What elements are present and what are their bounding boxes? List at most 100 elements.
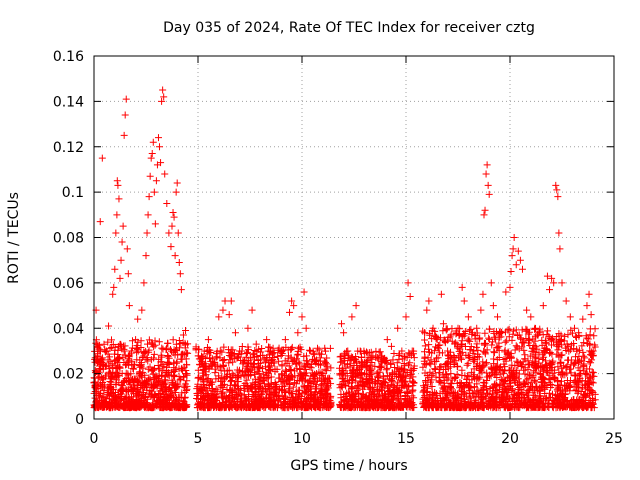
data-point	[322, 358, 330, 366]
data-point	[122, 95, 130, 103]
data-point	[399, 381, 407, 389]
data-point	[130, 365, 138, 373]
data-point	[94, 391, 102, 399]
data-point	[150, 188, 158, 196]
data-point	[555, 229, 563, 237]
data-point	[546, 349, 554, 357]
data-point	[263, 336, 271, 344]
data-point	[252, 383, 260, 391]
data-point	[260, 404, 268, 412]
data-point	[589, 369, 597, 377]
data-point	[394, 394, 402, 402]
data-point	[444, 347, 452, 355]
data-point	[529, 358, 537, 366]
data-point	[149, 138, 157, 146]
data-point	[451, 374, 459, 382]
data-point	[445, 399, 453, 407]
data-point	[397, 373, 405, 381]
data-point	[476, 367, 484, 375]
data-point	[429, 394, 437, 402]
data-point	[506, 373, 514, 381]
data-point	[114, 181, 122, 189]
data-point	[172, 346, 180, 354]
data-point	[314, 344, 322, 352]
data-point	[486, 385, 494, 393]
data-point	[305, 346, 313, 354]
data-point	[429, 324, 437, 332]
data-point	[160, 363, 168, 371]
data-point	[538, 375, 546, 383]
data-point	[171, 389, 179, 397]
data-point	[479, 378, 487, 386]
data-point	[440, 376, 448, 384]
data-point	[589, 347, 597, 355]
data-point	[514, 247, 522, 255]
data-point	[521, 364, 529, 372]
data-point	[184, 349, 192, 357]
data-point	[91, 383, 99, 391]
data-point	[259, 388, 267, 396]
data-point	[386, 388, 394, 396]
data-point	[358, 395, 366, 403]
data-point	[424, 384, 432, 392]
data-point	[436, 377, 444, 385]
data-point	[143, 229, 151, 237]
data-point	[275, 344, 283, 352]
data-point	[387, 376, 395, 384]
data-point	[107, 388, 115, 396]
data-point	[581, 402, 589, 410]
data-point	[406, 359, 414, 367]
x-tick-label: 20	[501, 431, 519, 447]
data-point	[212, 365, 220, 373]
data-point	[231, 329, 239, 337]
data-point	[517, 385, 525, 393]
data-point	[146, 172, 154, 180]
data-point	[220, 398, 228, 406]
data-point	[507, 352, 515, 360]
data-point	[310, 356, 318, 364]
data-point	[134, 315, 142, 323]
data-point	[465, 353, 473, 361]
y-tick-label: 0.14	[53, 94, 84, 110]
data-point	[373, 387, 381, 395]
data-point	[216, 347, 224, 355]
data-point	[458, 388, 466, 396]
data-point	[464, 313, 472, 321]
data-point	[266, 395, 274, 403]
data-point	[532, 361, 540, 369]
data-point	[149, 383, 157, 391]
data-point	[167, 347, 175, 355]
data-point	[506, 379, 514, 387]
data-point	[268, 350, 276, 358]
data-point	[119, 384, 127, 392]
data-point	[230, 400, 238, 408]
data-point	[296, 392, 304, 400]
data-point	[244, 348, 252, 356]
data-point	[152, 398, 160, 406]
data-point	[446, 348, 454, 356]
data-point	[420, 402, 428, 410]
data-point	[277, 351, 285, 359]
data-point	[271, 365, 279, 373]
data-point	[327, 402, 335, 410]
data-point	[518, 361, 526, 369]
data-point	[587, 311, 595, 319]
data-point	[267, 357, 275, 365]
data-point	[204, 336, 212, 344]
data-point	[326, 397, 334, 405]
data-point	[142, 252, 150, 260]
data-point	[179, 331, 187, 339]
data-point	[132, 404, 140, 412]
data-point	[483, 161, 491, 169]
data-point	[307, 372, 315, 380]
data-point	[200, 380, 208, 388]
data-point	[564, 356, 572, 364]
data-point	[401, 377, 409, 385]
data-point	[513, 357, 521, 365]
data-point	[477, 306, 485, 314]
data-point	[319, 370, 327, 378]
data-point	[157, 159, 165, 167]
data-point	[476, 373, 484, 381]
data-point	[531, 324, 539, 332]
data-point	[133, 342, 141, 350]
